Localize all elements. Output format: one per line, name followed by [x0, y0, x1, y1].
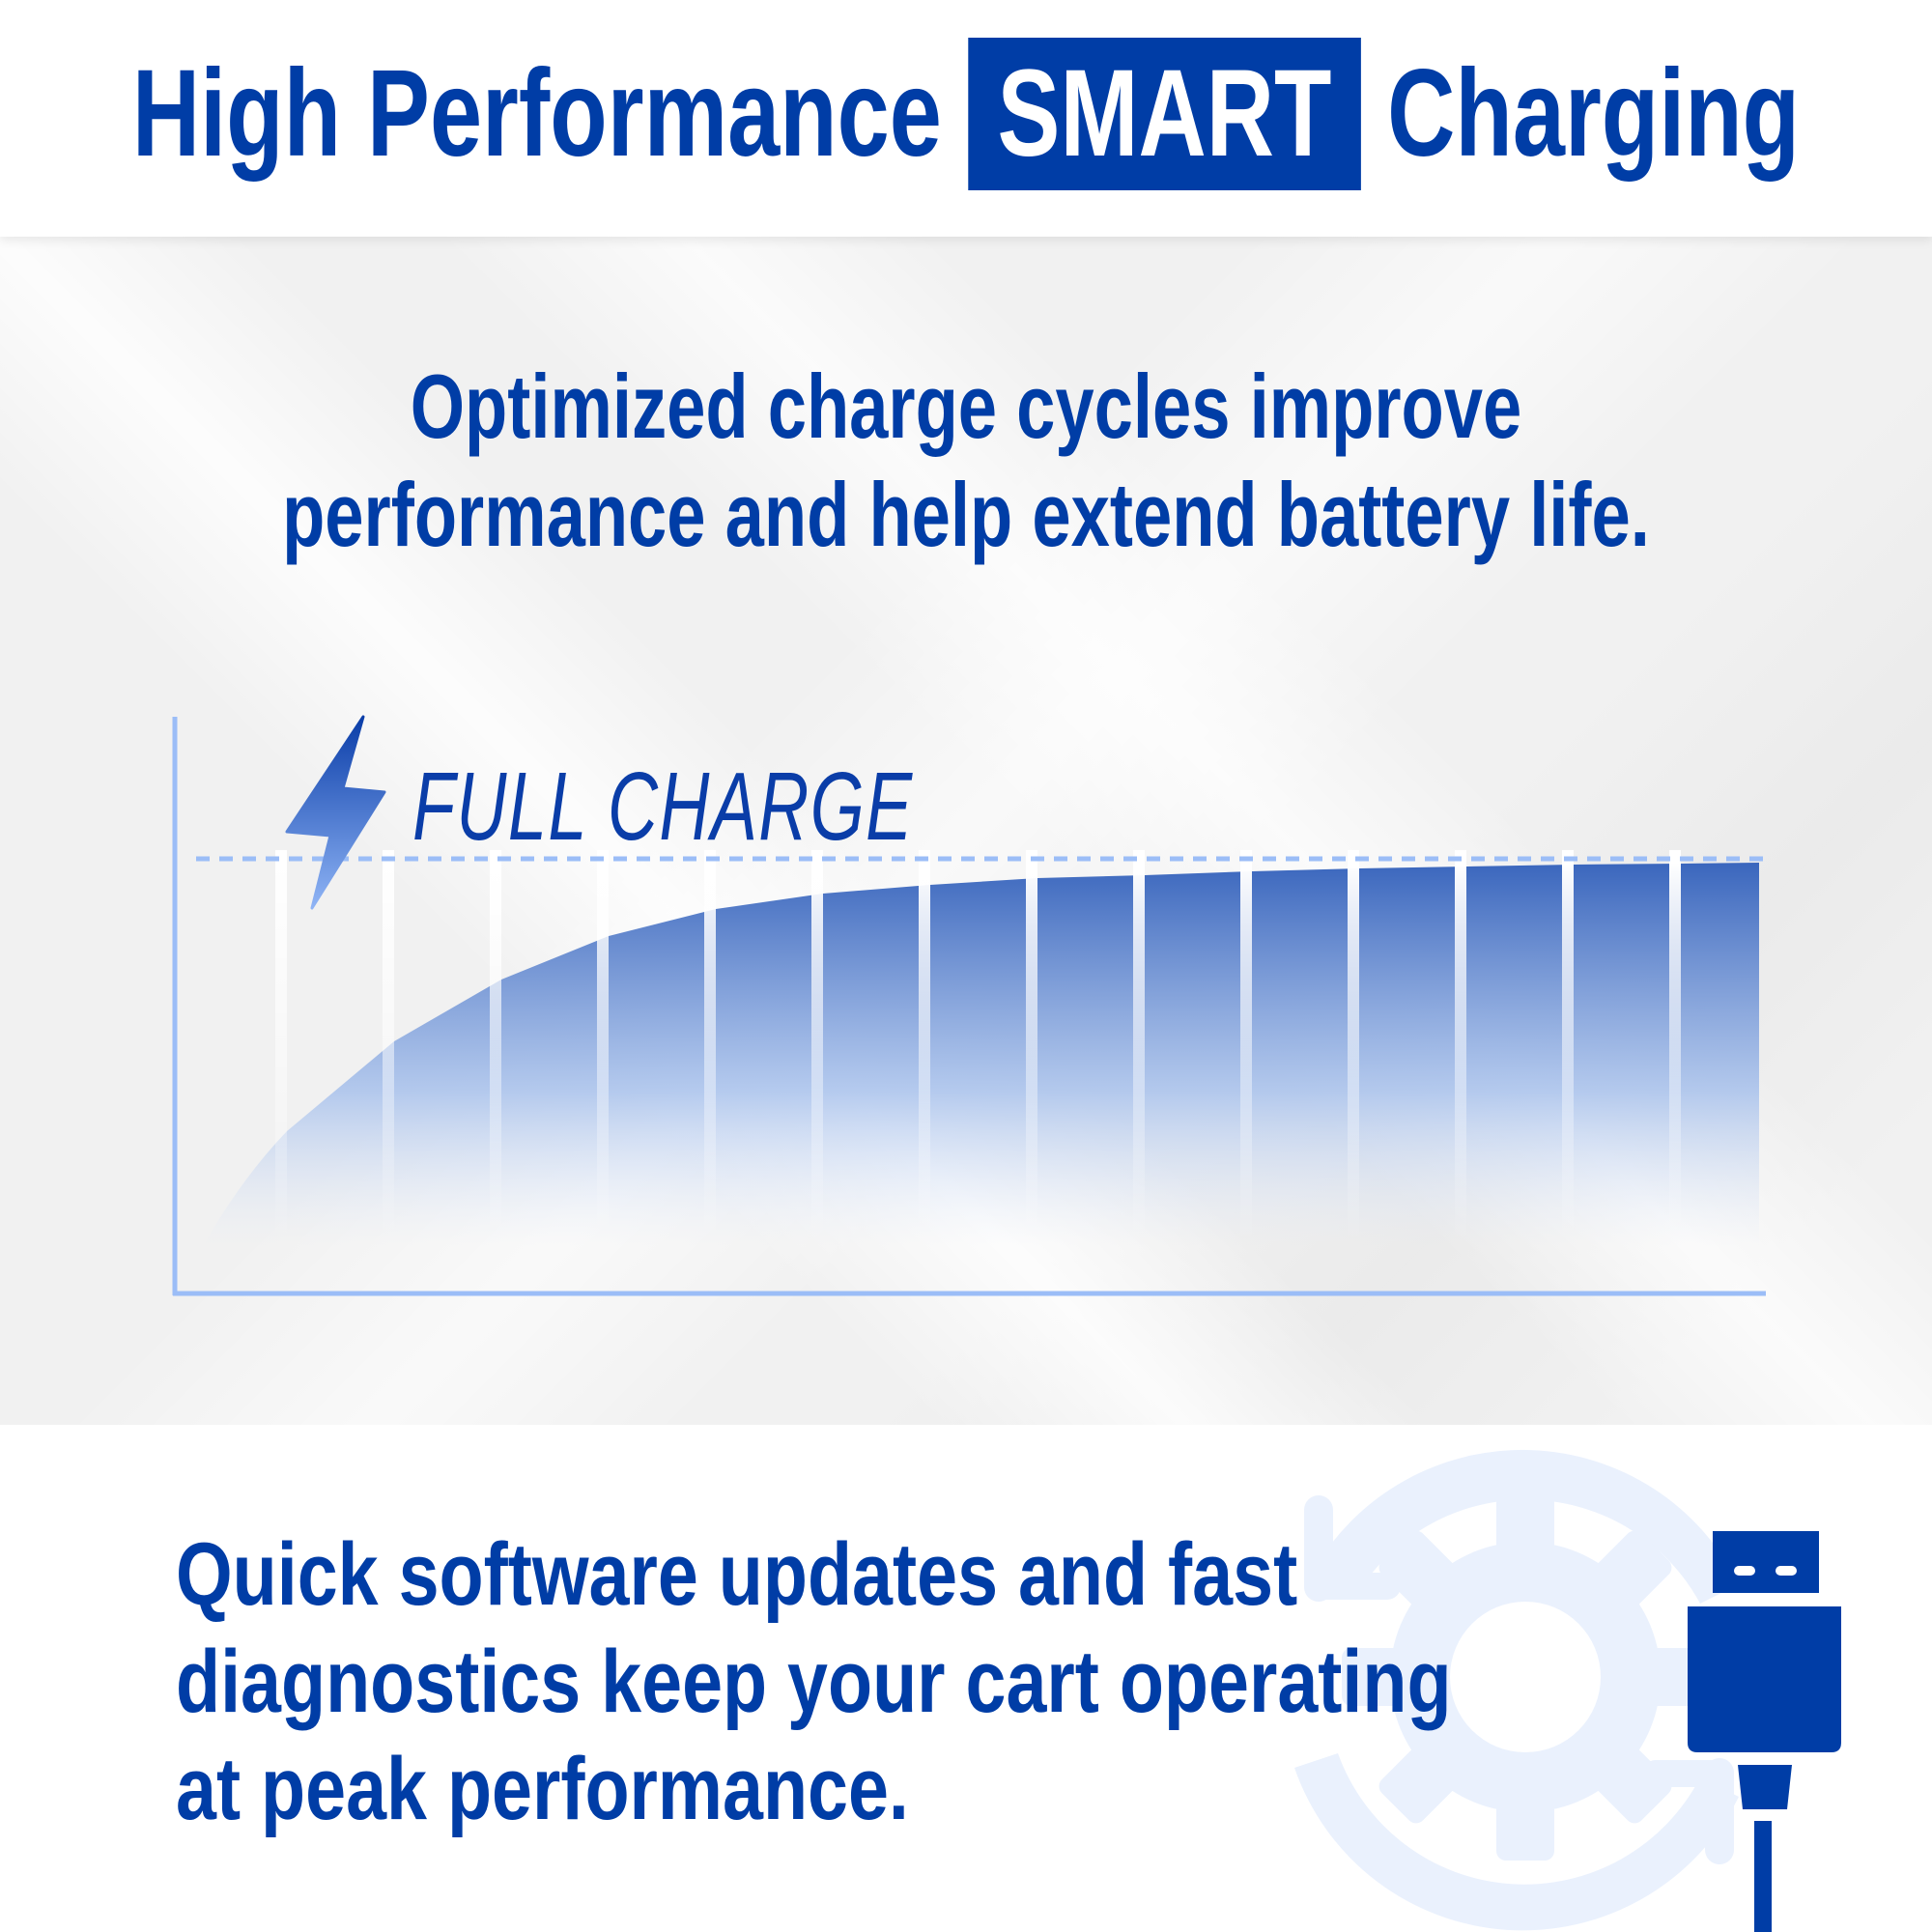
bar-gap [490, 850, 501, 1246]
lightning-bolt-icon [285, 715, 386, 910]
full-charge-label: FULL CHARGE [412, 753, 914, 861]
page-title: High Performance SMART Charging [132, 37, 1800, 191]
bar-gap [1455, 850, 1466, 1246]
bar-gap [1669, 850, 1681, 1246]
title-text-end: Charging [1387, 44, 1801, 183]
subtitle-line: Optimized charge cycles improve [410, 355, 1522, 457]
header: High Performance SMART Charging [0, 0, 1932, 237]
charge-curve-area [203, 863, 1759, 1246]
bar-gap [919, 850, 930, 1246]
bar-gap [1240, 850, 1252, 1246]
bar-gap [1348, 850, 1359, 1246]
footer-line: at peak performance. [176, 1740, 909, 1838]
bar-gap [275, 850, 287, 1246]
bar-gap [597, 850, 609, 1246]
bar-gap [1133, 850, 1145, 1246]
subtitle-line: performance and help extend battery life… [282, 464, 1650, 565]
bar-gap [1026, 850, 1037, 1246]
footer-line: diagnostics keep your cart operating [176, 1633, 1452, 1731]
title-highlight: SMART [968, 38, 1361, 190]
footer-line: Quick software updates and fast [176, 1525, 1298, 1624]
bar-gap [1562, 850, 1574, 1246]
bar-gap [811, 850, 823, 1246]
gear-refresh-icon [1294, 1449, 1739, 1931]
subtitle: Optimized charge cycles improve performa… [222, 353, 1710, 569]
footer-text: Quick software updates and fast diagnost… [176, 1521, 1452, 1843]
title-text: High Performance [131, 44, 942, 183]
bar-gap [704, 850, 716, 1246]
bar-gap [383, 850, 394, 1246]
usb-plug-icon [1688, 1531, 1841, 1932]
